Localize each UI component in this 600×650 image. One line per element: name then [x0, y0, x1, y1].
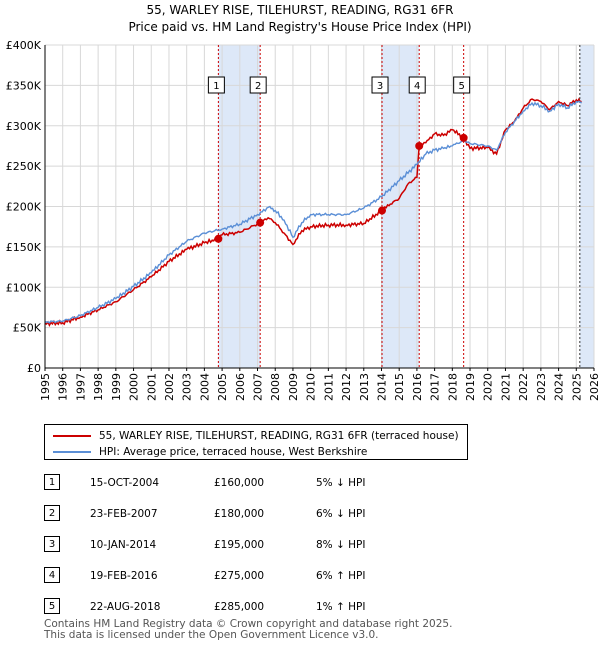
sale-marker-box [371, 76, 389, 94]
footer-attribution: Contains HM Land Registry data © Crown c… [44, 619, 452, 641]
x-tick-label: 2003 [181, 373, 194, 401]
x-tick-label: 2026 [588, 373, 600, 401]
y-tick-label: £150K [6, 241, 42, 254]
sale-price: £180,000 [214, 508, 265, 520]
x-tick-label: 2008 [269, 373, 282, 401]
chart-subtitle: Price paid vs. HM Land Registry's House … [128, 20, 471, 34]
x-tick-label: 1995 [39, 373, 52, 401]
sale-hpi-diff: 6% ↓ HPI [316, 508, 366, 520]
sale-marker-label: 2 [255, 81, 261, 92]
sale-number-badge: 2 [44, 505, 60, 521]
price-paid-line [44, 97, 582, 328]
legend-label-hpi: HPI: Average price, terraced house, West… [99, 446, 368, 458]
sale-row: 1 15-OCT-2004 £160,000 5% ↓ HPI [44, 474, 464, 492]
x-tick-label: 2009 [287, 373, 300, 401]
x-tick-label: 2021 [499, 373, 512, 401]
sale-row: 3 10-JAN-2014 £195,000 8% ↓ HPI [44, 536, 464, 554]
chart-title: 55, WARLEY RISE, TILEHURST, READING, RG3… [146, 3, 453, 17]
sale-hpi-diff: 6% ↑ HPI [316, 570, 366, 582]
sale-marker-box [453, 76, 471, 94]
x-tick-label: 1999 [110, 373, 123, 401]
sale-price: £160,000 [214, 477, 265, 489]
sale-marker-box [249, 76, 267, 94]
y-tick-label: £0 [27, 362, 41, 375]
x-tick-label: 2000 [128, 373, 141, 401]
sale-marker-label: 3 [377, 81, 383, 92]
x-tick-label: 2022 [517, 373, 530, 401]
x-tick-label: 2015 [393, 373, 406, 401]
sale-price: £195,000 [214, 539, 265, 551]
sale-row: 4 19-FEB-2016 £275,000 6% ↑ HPI [44, 567, 464, 585]
y-tick-label: £250K [6, 160, 42, 173]
sale-hpi-diff: 5% ↓ HPI [316, 477, 366, 489]
sale-point [415, 141, 424, 150]
x-tick-label: 2024 [553, 373, 566, 401]
x-tick-label: 2017 [429, 373, 442, 401]
sale-number-badge: 5 [44, 598, 60, 614]
sale-marker-label: 5 [458, 81, 464, 92]
x-tick-label: 2018 [446, 373, 459, 401]
x-tick-label: 2012 [340, 373, 353, 401]
legend-swatch-price [53, 435, 91, 437]
x-tick-label: 1996 [57, 373, 70, 401]
x-tick-label: 2007 [252, 373, 265, 401]
x-tick-label: 2011 [322, 373, 335, 401]
sale-date: 19-FEB-2016 [90, 570, 158, 582]
legend-swatch-hpi [53, 451, 91, 453]
sale-number-badge: 4 [44, 567, 60, 583]
sale-date: 10-JAN-2014 [90, 539, 157, 551]
sale-number-badge: 1 [44, 474, 60, 490]
sale-marker-label: 4 [414, 81, 420, 92]
footer-copyright: Contains HM Land Registry data © Crown c… [44, 618, 453, 630]
x-tick-label: 2023 [535, 373, 548, 401]
x-tick-label: 2020 [482, 373, 495, 401]
sale-date: 15-OCT-2004 [90, 477, 159, 489]
x-tick-label: 2025 [570, 373, 583, 401]
price-chart: 55, WARLEY RISE, TILEHURST, READING, RG3… [6, 3, 600, 401]
sale-price: £275,000 [214, 570, 265, 582]
x-tick-label: 2014 [375, 373, 388, 401]
legend-label-price: 55, WARLEY RISE, TILEHURST, READING, RG3… [99, 430, 459, 442]
sale-marker-label: 1 [213, 81, 219, 92]
y-tick-label: £50K [13, 322, 42, 335]
sale-point [459, 133, 468, 142]
x-tick-label: 2019 [464, 373, 477, 401]
sale-hpi-diff: 8% ↓ HPI [316, 539, 366, 551]
sale-price: £285,000 [214, 601, 265, 613]
x-tick-label: 1998 [92, 373, 105, 401]
legend-item-hpi: HPI: Average price, terraced house, West… [53, 445, 367, 459]
x-tick-label: 2016 [411, 373, 424, 401]
y-tick-label: £300K [6, 120, 42, 133]
hpi-line [45, 100, 583, 324]
sale-row: 5 22-AUG-2018 £285,000 1% ↑ HPI [44, 598, 464, 616]
y-tick-label: £400K [6, 39, 42, 52]
sale-point [214, 234, 223, 243]
x-tick-label: 2006 [234, 373, 247, 401]
sale-point [256, 218, 265, 227]
sale-number-badge: 3 [44, 536, 60, 552]
footer-licence: This data is licensed under the Open Gov… [44, 629, 379, 641]
sale-hpi-diff: 1% ↑ HPI [316, 601, 366, 613]
sale-marker-box [207, 76, 225, 94]
x-tick-label: 2005 [216, 373, 229, 401]
y-tick-label: £200K [6, 201, 42, 214]
sale-marker-box [408, 76, 426, 94]
x-tick-label: 2013 [358, 373, 371, 401]
legend-item-price: 55, WARLEY RISE, TILEHURST, READING, RG3… [53, 429, 459, 443]
y-tick-label: £350K [6, 79, 42, 92]
sale-point [378, 206, 387, 215]
sale-date: 22-AUG-2018 [90, 601, 161, 613]
y-tick-label: £100K [6, 281, 42, 294]
sale-date: 23-FEB-2007 [90, 508, 158, 520]
x-tick-label: 2001 [145, 373, 158, 401]
x-tick-label: 2002 [163, 373, 176, 401]
sale-row: 2 23-FEB-2007 £180,000 6% ↓ HPI [44, 505, 464, 523]
x-tick-label: 2010 [305, 373, 318, 401]
x-tick-label: 2004 [198, 373, 211, 401]
chart-legend: 55, WARLEY RISE, TILEHURST, READING, RG3… [44, 424, 468, 460]
x-tick-label: 1997 [74, 373, 87, 401]
